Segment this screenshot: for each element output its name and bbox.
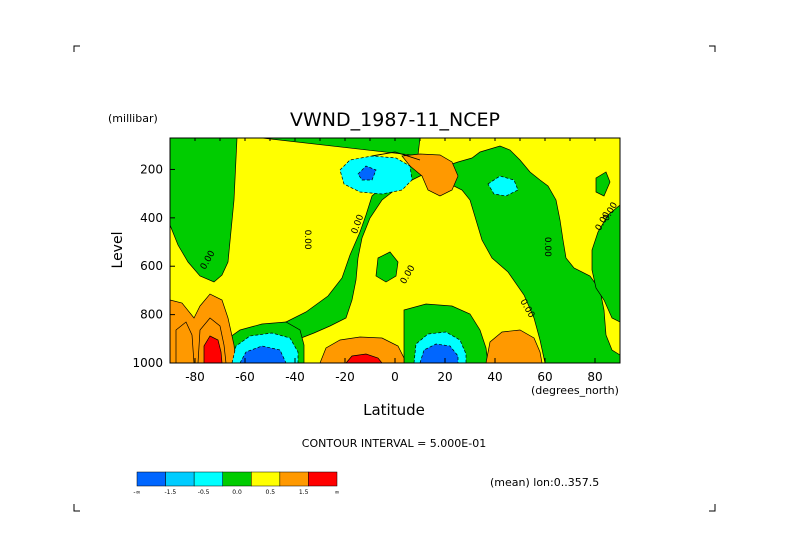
red-region-lower-center — [345, 353, 383, 363]
colorbar-swatch — [165, 471, 195, 487]
corner-marks — [73, 45, 716, 512]
chart-title: VWND_1987-11_NCEP — [290, 109, 500, 131]
contour-interval-text: CONTOUR INTERVAL = 5.000E-01 — [302, 437, 486, 450]
footer-note: (mean) lon:0..357.5 — [490, 476, 599, 489]
contour-label: 0.00 — [542, 237, 552, 257]
contour-line-3 — [371, 151, 421, 161]
y-tick-label: 400 — [140, 211, 163, 225]
colorbar-label: 0.5 — [266, 489, 276, 496]
colorbar-label: ∞ — [335, 489, 340, 496]
y-axis-label: Level — [110, 232, 126, 269]
x-tick-label: -40 — [285, 370, 305, 384]
colorbar-swatch — [279, 471, 309, 487]
contour-line-2 — [197, 317, 227, 363]
colorbar-swatch — [193, 471, 223, 487]
y-axis: 200 400 600 800 1000 — [132, 162, 175, 370]
red-region-southwest — [203, 335, 223, 363]
green-region-central — [223, 138, 620, 363]
colorbar-label: 0.0 — [232, 489, 242, 496]
orange-region-lower-center — [319, 336, 405, 363]
colorbar-swatch — [251, 471, 281, 487]
x-axis: -80 -60 -40 -20 0 20 40 60 80 — [169, 138, 621, 384]
y-tick-label: 600 — [140, 259, 163, 273]
y-tick-label: 200 — [140, 162, 163, 176]
contour-field — [170, 138, 620, 363]
contour-line-1 — [175, 321, 195, 363]
green-region-west — [170, 138, 238, 283]
cyan-region-upper-center — [339, 155, 413, 195]
x-tick-label: 20 — [437, 370, 452, 384]
colorbar-label: -∞ — [133, 489, 140, 496]
y-tick-label: 1000 — [132, 356, 163, 370]
x-axis-label: Latitude — [363, 401, 425, 419]
x-tick-label: -20 — [335, 370, 355, 384]
colorbar: -∞ -1.5 -0.5 0.0 0.5 1.5 ∞ — [133, 471, 340, 496]
green-region-blob — [375, 251, 399, 283]
green-region-east — [591, 204, 620, 323]
colorbar-swatch — [136, 471, 166, 487]
orange-region-lower-east — [485, 329, 543, 363]
contour-label: 0.00 — [302, 230, 312, 250]
colorbar-label: -0.5 — [198, 489, 210, 496]
colorbar-label: -1.5 — [164, 489, 176, 496]
x-tick-label: -60 — [235, 370, 255, 384]
x-tick-label: 0 — [391, 370, 399, 384]
colorbar-swatch — [308, 471, 338, 487]
blue-region-lower-west — [239, 345, 287, 363]
y-unit-label: (millibar) — [108, 112, 158, 125]
x-tick-label: 80 — [587, 370, 602, 384]
blue-region-lower-center — [419, 343, 459, 363]
x-tick-label: -80 — [185, 370, 205, 384]
corner-mark-top-left — [73, 45, 80, 52]
blue-region-upper-center — [357, 165, 377, 181]
colorbar-label: 1.5 — [299, 489, 309, 496]
corner-mark-top-right — [709, 45, 716, 52]
x-unit-label: (degrees_north) — [531, 384, 619, 397]
cyan-region-upper-east — [487, 175, 519, 197]
corner-mark-bottom-left — [73, 504, 80, 512]
x-tick-label: 60 — [537, 370, 552, 384]
y-tick-label: 800 — [140, 308, 163, 322]
colorbar-swatch — [222, 471, 252, 487]
orange-region-upper-center — [401, 153, 459, 197]
green-region-top-east — [595, 171, 611, 197]
x-tick-label: 40 — [487, 370, 502, 384]
corner-mark-bottom-right — [709, 504, 716, 512]
